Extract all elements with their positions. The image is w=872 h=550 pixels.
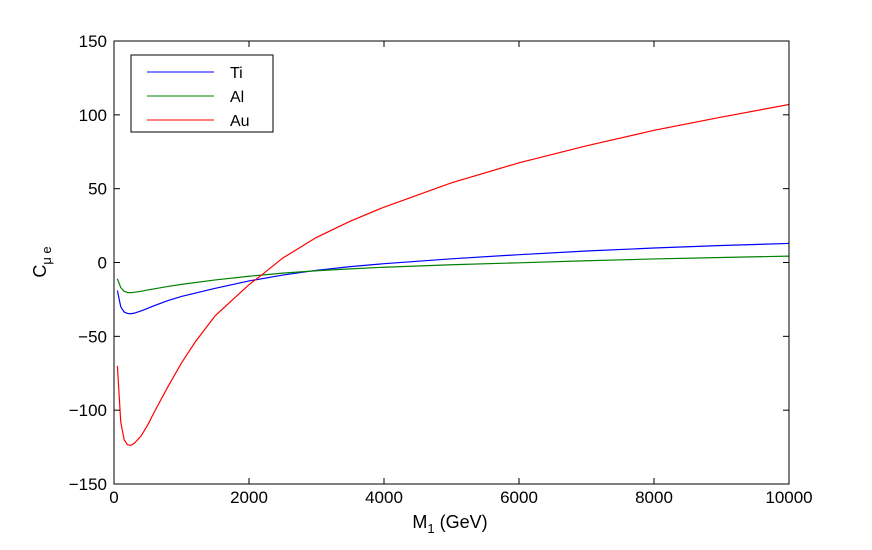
legend-label-ti: Ti — [230, 65, 243, 82]
y-tick-label: 50 — [88, 180, 107, 199]
legend-label-al: Al — [230, 89, 244, 106]
y-axis-label: Cμ e — [30, 246, 54, 277]
x-axis-label-main: M — [412, 512, 427, 532]
x-axis-label-suffix: (GeV) — [435, 512, 488, 532]
x-axis-label-subscript: 1 — [427, 521, 434, 536]
x-tick-label: 8000 — [635, 488, 673, 507]
x-tick-label: 6000 — [500, 488, 538, 507]
y-tick-label: 100 — [79, 106, 107, 125]
y-axis-label-subscript: μ e — [39, 246, 54, 264]
series-line-ti — [116, 242, 789, 315]
legend-box — [130, 54, 274, 133]
axes-layer: 0 2000 4000 6000 8000 10000 −150 −100 −50 0 50 100 1… — [69, 32, 813, 507]
y-tick-label: −100 — [69, 401, 107, 420]
x-tick-label: 10000 — [765, 488, 812, 507]
y-tick-label: −150 — [69, 475, 107, 494]
x-tick-label: 2000 — [230, 488, 268, 507]
x-axis-label: M1 (GeV) — [412, 512, 487, 536]
y-axis-label-main: C — [30, 265, 50, 278]
y-tick-label: 0 — [98, 254, 107, 273]
series-line-au — [116, 103, 789, 446]
x-tick-label: 4000 — [365, 488, 403, 507]
y-tick-label: −50 — [78, 327, 107, 346]
series-line-al — [116, 255, 789, 294]
legend: Ti Al Au — [130, 54, 274, 133]
x-tick-label: 0 — [109, 488, 118, 507]
y-tick-label: 150 — [79, 32, 107, 51]
series-layer — [116, 103, 789, 446]
legend-label-au: Au — [230, 113, 250, 130]
